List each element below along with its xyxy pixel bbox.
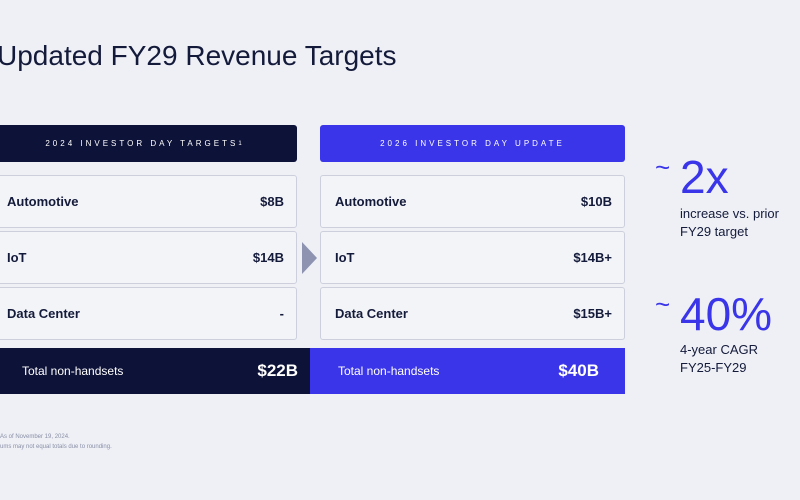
table-row: Automotive $8B	[0, 175, 297, 228]
row-value: $14B	[252, 250, 284, 265]
row-value: $14B+	[573, 250, 612, 265]
stat-prefix: ~	[655, 152, 671, 182]
row-label: IoT	[7, 250, 27, 265]
table-row: Data Center -	[0, 287, 297, 340]
stat-text: increase vs. prior	[680, 206, 779, 221]
stat-prefix: ~	[655, 289, 671, 319]
total-value: $40B	[558, 361, 599, 380]
stat-value: 2x	[680, 151, 729, 203]
table-row: Data Center $15B+	[320, 287, 625, 340]
stat-text: 4-year CAGR	[680, 342, 759, 357]
arrow	[302, 242, 317, 274]
slide-title: Updated FY29 Revenue Targets	[0, 40, 397, 71]
panel-heading: 2026 INVESTOR DAY UPDATE	[320, 125, 625, 162]
table-row: IoT $14B+	[320, 231, 625, 284]
panel-heading: 2024 INVESTOR DAY TARGETS 1	[0, 125, 297, 162]
stat: ~	[655, 152, 670, 183]
total-value: $22B	[257, 361, 298, 380]
row-label: IoT	[335, 250, 355, 265]
row-value: $10B	[580, 194, 612, 209]
table-row: IoT $14B	[0, 231, 297, 284]
footnote: ums may not equal totals due to rounding…	[0, 444, 112, 450]
heading-text: 2024 INVESTOR DAY TARGETS	[45, 139, 239, 148]
row-value: $8B	[260, 194, 284, 209]
row-label: Data Center	[7, 306, 80, 321]
row-label: Automotive	[335, 194, 407, 209]
table-row: Automotive $10B	[320, 175, 625, 228]
heading-note: 1	[238, 140, 242, 147]
row-value: -	[279, 306, 284, 321]
row-value: $15B+	[573, 306, 612, 321]
stat-text: FY29 target	[680, 224, 748, 239]
stat-text: FY25-FY29	[680, 360, 747, 375]
total-row: Total non-handsets $40B	[310, 348, 625, 394]
heading-text: 2026 INVESTOR DAY UPDATE	[380, 139, 565, 148]
stat-value: 40%	[680, 288, 773, 340]
footnote: As of November 19, 2024.	[0, 434, 70, 440]
stat: ~	[655, 289, 670, 320]
total-label: Total non-handsets	[338, 364, 440, 378]
row-label: Data Center	[335, 306, 408, 321]
total-label: Total non-handsets	[22, 364, 124, 378]
total-row: Total non-handsets $22B	[0, 348, 310, 394]
row-label: Automotive	[7, 194, 79, 209]
